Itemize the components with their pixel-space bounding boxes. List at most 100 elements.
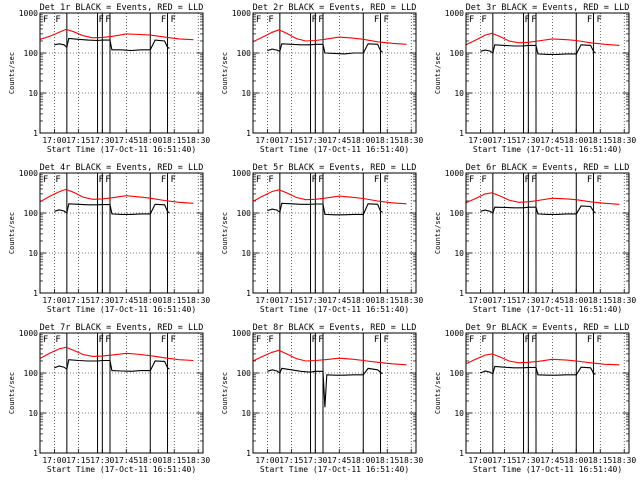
- chart-panel-7: F F F F F F17:00 17:15 17:30 17:45 18:00 18:15 18:3…: [8, 323, 210, 474]
- x-tick-label: 17:30: [303, 136, 327, 145]
- x-axis-label: Start Time (17-Oct-11 16:51:40): [260, 465, 409, 474]
- x-tick-label: 18:30: [399, 296, 423, 305]
- x-tick-label: 18:00: [564, 296, 588, 305]
- y-tick-label: 1000: [445, 9, 464, 18]
- flag-marker-3: F: [99, 175, 104, 185]
- events-series-line: [54, 37, 170, 52]
- x-tick-label: 17:45: [540, 296, 564, 305]
- y-tick-label: 1000: [19, 9, 38, 18]
- x-tick-label: 17:30: [516, 136, 540, 145]
- x-tick-label: 18:15: [588, 136, 612, 145]
- flag-marker-3: F: [525, 175, 530, 185]
- plot-frame: [252, 332, 417, 454]
- y-axis-label: Counts/sec: [221, 212, 229, 254]
- panel-title: Det 2r BLACK = Events, RED = LLD: [253, 3, 417, 13]
- x-axis-label: Start Time (17-Oct-11 16:51:40): [47, 305, 196, 314]
- lld-series-line: [252, 189, 407, 205]
- x-tick-label: 17:30: [303, 456, 327, 465]
- x-tick-label: 18:30: [186, 456, 210, 465]
- flag-marker-2: F: [481, 15, 486, 25]
- y-tick-label: 10: [28, 89, 38, 98]
- flag-marker-4: F: [531, 335, 536, 345]
- events-series-line: [267, 367, 383, 408]
- events-series-line: [480, 205, 596, 215]
- y-tick-label: 10: [454, 89, 464, 98]
- y-axis-label: Counts/sec: [8, 52, 16, 94]
- lld-series-line: [39, 188, 194, 204]
- y-tick-label: 100: [24, 209, 39, 218]
- x-tick-label: 17:15: [492, 296, 516, 305]
- flag-marker-2: F: [481, 335, 486, 345]
- flag-marker-6: F: [170, 335, 175, 345]
- events-series-line: [480, 365, 596, 376]
- y-tick-label: 1000: [19, 169, 38, 178]
- panel-title: Det 3r BLACK = Events, RED = LLD: [466, 3, 630, 13]
- events-series-line: [267, 202, 383, 216]
- flag-marker-6: F: [170, 175, 175, 185]
- flag-marker-3: F: [525, 335, 530, 345]
- x-tick-label: 18:30: [186, 136, 210, 145]
- flag-marker-2: F: [268, 15, 273, 25]
- flag-marker-4: F: [105, 15, 110, 25]
- panel-title: Det 8r BLACK = Events, RED = LLD: [253, 323, 417, 333]
- flag-marker-5: F: [587, 15, 592, 25]
- x-tick-label: 18:00: [564, 136, 588, 145]
- events-series-line: [54, 203, 170, 215]
- flag-marker-5: F: [374, 335, 379, 345]
- y-tick-label: 1000: [445, 169, 464, 178]
- flag-marker-2: F: [481, 175, 486, 185]
- flag-marker-3: F: [312, 335, 317, 345]
- plot-frame: [465, 332, 630, 454]
- x-tick-label: 17:00: [468, 296, 492, 305]
- flag-marker-4: F: [318, 15, 323, 25]
- y-axis-label: Counts/sec: [434, 372, 442, 414]
- y-tick-label: 1: [33, 129, 38, 138]
- plot-frame: [465, 172, 630, 294]
- x-tick-label: 17:45: [327, 136, 351, 145]
- x-axis-label: Start Time (17-Oct-11 16:51:40): [260, 145, 409, 154]
- x-tick-label: 18:00: [351, 136, 375, 145]
- flag-marker-4: F: [318, 175, 323, 185]
- y-tick-label: 1: [33, 449, 38, 458]
- flag-marker-6: F: [596, 175, 601, 185]
- events-series-line: [54, 359, 170, 372]
- y-tick-label: 1000: [232, 169, 251, 178]
- flag-marker-5: F: [587, 335, 592, 345]
- flag-marker-3: F: [312, 15, 317, 25]
- x-tick-label: 18:15: [162, 296, 186, 305]
- flag-marker-1: F: [43, 335, 48, 345]
- flag-marker-4: F: [531, 15, 536, 25]
- panel-title: Det 5r BLACK = Events, RED = LLD: [253, 163, 417, 173]
- x-tick-label: 17:45: [327, 296, 351, 305]
- y-tick-label: 100: [237, 209, 252, 218]
- panel-title: Det 6r BLACK = Events, RED = LLD: [466, 163, 630, 173]
- plot-frame: [252, 12, 417, 134]
- plot-frame: [465, 12, 630, 134]
- y-tick-label: 100: [24, 369, 39, 378]
- flag-marker-6: F: [383, 335, 388, 345]
- flag-marker-3: F: [99, 15, 104, 25]
- y-tick-label: 1000: [445, 329, 464, 338]
- flag-marker-1: F: [469, 15, 474, 25]
- x-tick-label: 17:15: [66, 136, 90, 145]
- chart-panel-5: F F F F F F17:00 17:15 17:30 17:45 18:00 18:15 18:3…: [221, 163, 423, 314]
- x-tick-label: 18:30: [399, 456, 423, 465]
- flag-marker-6: F: [383, 15, 388, 25]
- x-tick-label: 17:45: [114, 456, 138, 465]
- x-tick-label: 17:45: [114, 296, 138, 305]
- y-tick-label: 1: [33, 289, 38, 298]
- events-series-line: [480, 44, 596, 55]
- flag-marker-3: F: [312, 175, 317, 185]
- x-tick-label: 17:45: [540, 456, 564, 465]
- x-tick-label: 18:15: [375, 456, 399, 465]
- panel-title: Det 4r BLACK = Events, RED = LLD: [40, 163, 204, 173]
- flag-marker-5: F: [587, 175, 592, 185]
- chart-panel-1: F F F F F F17:00 17:15 17:30 17:45 18:00 18:15 18:3…: [8, 3, 210, 154]
- x-tick-label: 18:15: [375, 296, 399, 305]
- flag-marker-6: F: [596, 335, 601, 345]
- y-tick-label: 1: [246, 289, 251, 298]
- x-tick-label: 17:15: [279, 296, 303, 305]
- y-axis-label: Counts/sec: [434, 212, 442, 254]
